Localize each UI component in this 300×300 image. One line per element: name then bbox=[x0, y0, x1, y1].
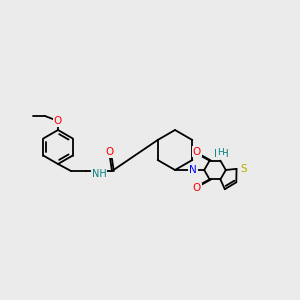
Text: O: O bbox=[105, 147, 113, 157]
Text: O: O bbox=[54, 116, 62, 126]
Text: NH: NH bbox=[214, 148, 229, 159]
Text: S: S bbox=[240, 164, 247, 174]
Text: NH: NH bbox=[92, 169, 106, 179]
Text: O: O bbox=[193, 147, 201, 157]
Text: O: O bbox=[193, 183, 201, 194]
Text: N: N bbox=[189, 165, 197, 175]
Text: H: H bbox=[217, 148, 224, 157]
